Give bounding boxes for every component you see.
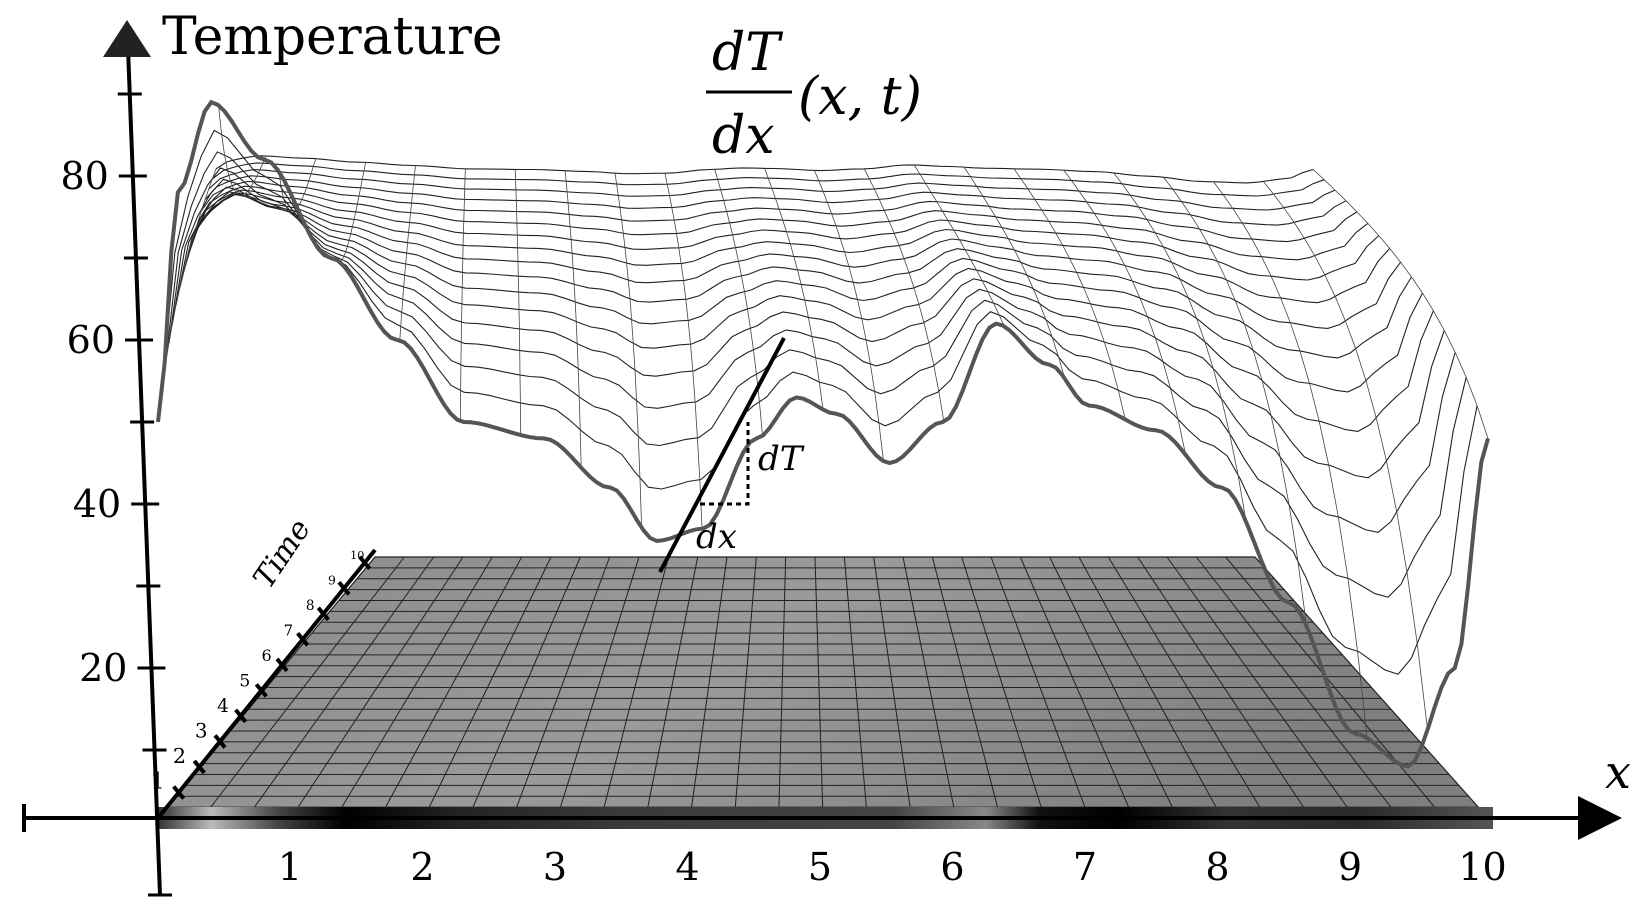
surface-time-slice (212, 162, 1325, 197)
time-tick-mark (316, 606, 330, 622)
temperature-axis-ticks: 80 60 40 20 (60, 92, 167, 752)
initial-temperature-curve (156, 99, 1490, 769)
surface-time-slice (182, 193, 1412, 359)
surface-x-slice (1163, 176, 1307, 627)
surface-x-slice (1213, 181, 1368, 738)
x-tick-label: 4 (675, 845, 699, 889)
time-tick-label: 5 (239, 671, 250, 691)
temperature-axis-arrow-icon (103, 20, 151, 57)
time-tick-mark (337, 581, 351, 596)
y-tick-label: 40 (73, 482, 121, 526)
surface-time-slice (197, 185, 1369, 261)
time-tick-mark (213, 734, 227, 749)
surface-x-slice (963, 166, 1066, 379)
temperature-axis: Temperature 80 60 40 20 (60, 7, 503, 897)
floor-plane (156, 556, 1490, 819)
surface-x-slice (514, 169, 522, 436)
floor-grid (167, 556, 1479, 819)
surface-x-slice (1063, 169, 1187, 456)
time-tick-label: 7 (284, 622, 293, 639)
formula-numerator: dT (712, 23, 783, 83)
time-tick-mark (358, 555, 372, 571)
time-tick-label: 9 (328, 572, 336, 587)
surface-x-slice (714, 169, 763, 436)
dx-label: dx (696, 517, 737, 557)
y-tick-label: 60 (67, 318, 115, 362)
slope-triangle (700, 422, 750, 506)
surface-x-slice (664, 173, 703, 529)
x-tick-label: 8 (1205, 845, 1229, 889)
time-tick-label: 1 (151, 769, 165, 794)
temperature-axis-label: Temperature (162, 7, 503, 67)
time-tick-mark (172, 785, 186, 800)
surface-x-slice (564, 170, 582, 468)
x-tick-label: 2 (410, 845, 434, 889)
x-axis-arrow-icon (1578, 796, 1622, 840)
surface-x-slice (614, 173, 642, 528)
surface-x-slice (1113, 172, 1247, 523)
surface-x-slice (913, 164, 1005, 327)
time-tick-label: 6 (262, 646, 272, 665)
time-tick-label: 10 (350, 549, 364, 562)
x-tick-label: 10 (1458, 845, 1506, 889)
formula-args: (x, t) (798, 67, 922, 127)
derivative-formula: dT dx (x, t) (706, 23, 922, 166)
time-tick-mark (254, 683, 268, 698)
x-tick-label: 3 (543, 845, 567, 889)
x-axis: x 1 2 3 4 5 6 7 8 9 10 (22, 745, 1631, 889)
surface-x-slice (1013, 168, 1126, 420)
time-tick-mark (275, 657, 289, 673)
tangent-construction: dT dx (658, 337, 805, 573)
time-tick-mark (296, 632, 310, 647)
time-tick-mark (234, 708, 248, 724)
x-tick-label: 5 (808, 845, 832, 889)
tangent-line (658, 337, 786, 573)
time-tick-label: 4 (217, 696, 229, 717)
temperature-surface-mesh (157, 105, 1489, 738)
x-tick-label: 7 (1073, 845, 1097, 889)
x-tick-label: 6 (940, 845, 964, 889)
x-axis-label: x (1605, 745, 1631, 799)
surface-x-slice (764, 168, 824, 410)
time-tick-label: 2 (173, 744, 186, 768)
surface-x-slice (399, 165, 416, 341)
surface-x-slice (459, 168, 466, 422)
time-tick-label: 3 (195, 719, 207, 742)
time-axis-label: Time (248, 510, 316, 597)
surface-time-slice (164, 151, 1467, 598)
y-tick-label: 80 (60, 154, 108, 198)
surface-x-slice (157, 168, 217, 423)
time-tick-mark (192, 759, 206, 775)
surface-x-slice (1262, 181, 1428, 730)
surface-x-slice (863, 168, 945, 422)
x-tick-label: 9 (1338, 845, 1362, 889)
surface-x-slice (1312, 169, 1489, 439)
surface-x-slice (339, 162, 366, 262)
surface-x-slice (218, 105, 267, 196)
dT-label: dT (758, 439, 805, 479)
y-tick-label: 20 (79, 646, 127, 690)
x-tick-label: 1 (278, 845, 302, 889)
surface-time-slice (193, 189, 1380, 281)
x-axis-ticks: 1 2 3 4 5 6 7 8 9 10 (278, 845, 1507, 889)
formula-denominator: dx (712, 106, 775, 166)
time-tick-label: 8 (306, 598, 315, 614)
surface-x-slice (814, 170, 884, 462)
